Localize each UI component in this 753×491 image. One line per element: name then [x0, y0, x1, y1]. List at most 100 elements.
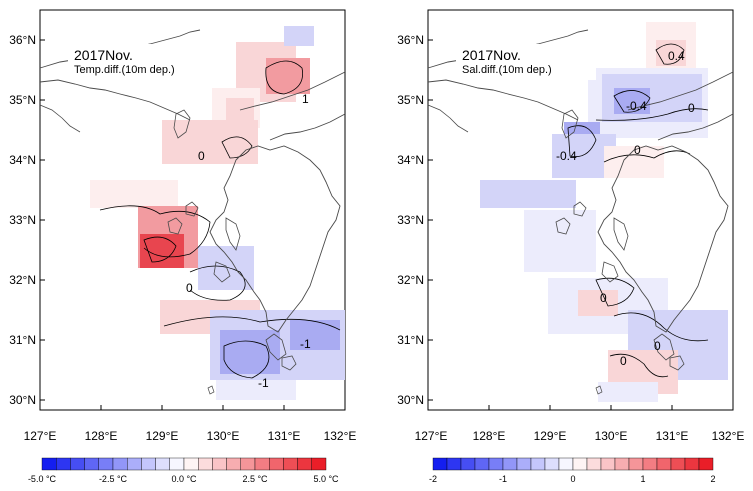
left-colorbar-swatch	[197, 457, 213, 471]
left-colorbar-swatch	[98, 457, 114, 471]
lon-label: 127°E	[415, 429, 448, 443]
left-contour-label: -1	[300, 337, 311, 351]
right-contours	[567, 43, 709, 378]
colorbar-tick-label: -2	[429, 474, 437, 484]
lat-label: 33°N	[9, 213, 36, 227]
left-contours	[99, 60, 341, 379]
lat-label: 32°N	[9, 273, 36, 287]
left-colorbar-swatch	[254, 457, 270, 471]
lon-label: 131°E	[656, 429, 689, 443]
right-title: 2017Nov.	[462, 47, 521, 63]
left-contour-label: -1	[258, 376, 269, 390]
lat-label: 35°N	[397, 93, 424, 107]
right-contour-label: 0	[688, 101, 695, 115]
right-colorbar-swatch	[698, 457, 714, 471]
lon-label: 130°E	[207, 429, 240, 443]
colorbar-tick-label: 0.0 °C	[171, 474, 197, 484]
left-colorbar-swatch	[226, 457, 242, 471]
colorbar-tick-label: 2	[710, 474, 715, 484]
lat-label: 30°N	[9, 393, 36, 407]
left-colorbar-swatch	[212, 457, 227, 471]
right-colorbar-swatch	[572, 457, 588, 471]
right-map-panel: 0.4 -0.4 0 -0.4 0 0 0 0 2017Nov. Sal.dif…	[427, 9, 734, 411]
right-contour-label: 0	[654, 339, 661, 353]
left-shading	[90, 26, 345, 400]
left-colorbar-swatch	[41, 457, 57, 471]
right-colorbar-swatch	[432, 457, 448, 471]
lat-label: 33°N	[397, 213, 424, 227]
lon-label: 129°E	[146, 429, 179, 443]
right-colorbar-swatch	[558, 457, 574, 471]
left-colorbar-swatch	[56, 457, 71, 471]
left-contour-label: 1	[302, 92, 309, 106]
lat-label: 34°N	[9, 153, 36, 167]
lat-label: 30°N	[397, 393, 424, 407]
lon-label: 127°E	[24, 429, 57, 443]
right-contour-label: 0	[620, 354, 627, 368]
right-colorbar-swatch	[502, 457, 518, 471]
left-map-panel: 1 0 0 -1 -1 2017Nov. Temp.diff.(10m dep.…	[39, 9, 346, 411]
lat-label: 35°N	[9, 93, 36, 107]
lon-label: 130°E	[595, 429, 628, 443]
right-colorbar-swatch	[670, 457, 686, 471]
colorbar-tick-label: -2.5 °C	[99, 474, 128, 484]
right-colorbar-swatch	[488, 457, 504, 471]
right-colorbar-swatch	[544, 457, 560, 471]
right-colorbar-swatch	[656, 457, 672, 471]
right-contour-label: -0.4	[556, 149, 577, 163]
left-colorbar-swatch	[141, 457, 156, 471]
left-colorbar-swatch	[155, 457, 171, 471]
lon-label: 128°E	[473, 429, 506, 443]
lat-label: 36°N	[397, 33, 424, 47]
left-lat-labels: 36°N 35°N 34°N 33°N 32°N 31°N 30°N	[9, 33, 36, 407]
left-colorbar-swatch	[269, 457, 284, 471]
left-subtitle: Temp.diff.(10m dep.)	[74, 64, 175, 76]
lon-label: 132°E	[712, 429, 745, 443]
left-colorbar-swatch	[70, 457, 85, 471]
left-colorbar-swatch	[112, 457, 128, 471]
right-shading	[480, 22, 728, 402]
left-colorbar-swatch	[169, 457, 185, 471]
right-subtitle: Sal.diff.(10m dep.)	[462, 64, 552, 76]
left-colorbar-swatch	[283, 457, 298, 471]
right-lat-labels: 36°N 35°N 34°N 33°N 32°N 31°N 30°N	[397, 33, 424, 407]
right-colorbar-swatch	[516, 457, 532, 471]
right-colorbar-swatch	[474, 457, 490, 471]
left-colorbar-labels: -5.0 °C -2.5 °C 0.0 °C 2.5 °C 5.0 °C	[28, 474, 339, 484]
lon-label: 129°E	[534, 429, 567, 443]
right-contour-label: -0.4	[626, 99, 647, 113]
right-colorbar-swatch	[600, 457, 616, 471]
right-colorbar-swatch	[530, 457, 546, 471]
right-colorbar-swatch	[628, 457, 644, 471]
right-colorbar-swatch	[460, 457, 476, 471]
right-colorbar-swatch	[684, 457, 700, 471]
right-lon-labels: 127°E 128°E 129°E 130°E 131°E 132°E	[415, 429, 745, 443]
lat-label: 31°N	[397, 333, 424, 347]
colorbar-tick-label: 0	[570, 474, 575, 484]
right-contour-label: 0	[634, 143, 641, 157]
lon-label: 128°E	[85, 429, 118, 443]
right-colorbar-swatch	[614, 457, 630, 471]
left-colorbar-swatch	[126, 457, 142, 471]
left-colorbar-swatch	[84, 457, 99, 471]
right-contour-label: 0	[600, 291, 607, 305]
right-colorbar	[432, 457, 714, 471]
left-colorbar	[41, 457, 327, 471]
lat-label: 36°N	[9, 33, 36, 47]
right-contour-label: 0.4	[668, 49, 685, 63]
colorbar-tick-label: 2.5 °C	[242, 474, 268, 484]
lat-label: 32°N	[397, 273, 424, 287]
left-colorbar-swatch	[183, 457, 199, 471]
lon-label: 132°E	[324, 429, 357, 443]
right-colorbar-labels: -2 -1 0 1 2	[429, 474, 716, 484]
left-contour-label: 0	[198, 149, 205, 163]
right-colorbar-swatch	[642, 457, 658, 471]
left-lon-labels: 127°E 128°E 129°E 130°E 131°E 132°E	[24, 429, 357, 443]
right-colorbar-swatch	[586, 457, 602, 471]
left-contour-label: 0	[186, 281, 193, 295]
right-colorbar-swatch	[446, 457, 462, 471]
left-colorbar-swatch	[311, 457, 327, 471]
left-colorbar-swatch	[297, 457, 313, 471]
colorbar-tick-label: 5.0 °C	[313, 474, 339, 484]
